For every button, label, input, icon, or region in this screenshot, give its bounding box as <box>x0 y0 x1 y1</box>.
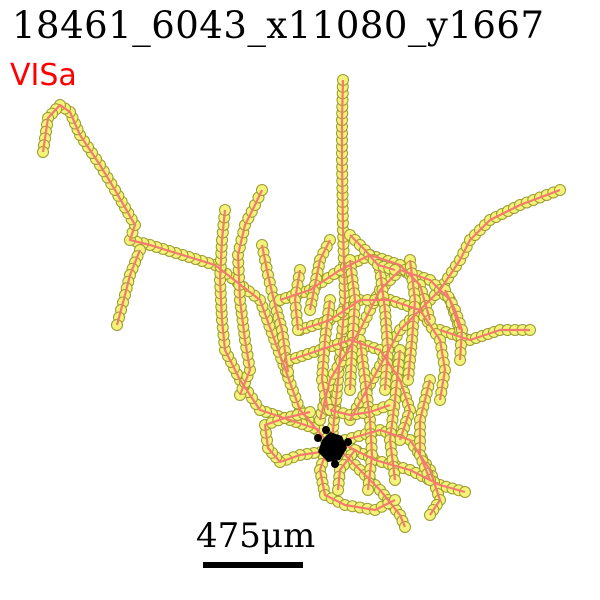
neurite-segment-overlay <box>388 349 402 481</box>
neurite-segment-overlay <box>348 259 357 391</box>
neurite-segment-overlay <box>336 449 356 491</box>
neurite-segment-overlay <box>339 449 407 528</box>
neurite-segment-overlay <box>378 269 390 391</box>
scale-bar <box>203 562 303 568</box>
neurite-segment-overlay <box>349 188 561 421</box>
neurite-segment-overlay <box>418 379 432 481</box>
neurite-nodes <box>37 74 566 533</box>
neurite-segment-overlay <box>329 403 391 417</box>
neurite-segment-overlay <box>289 338 412 441</box>
neurite-segment-overlay <box>293 269 302 331</box>
neurite-segment-overlay <box>236 189 263 396</box>
soma-lobe <box>322 426 330 434</box>
neurite-segment-overlay <box>444 289 464 361</box>
neurite-segment-overlay <box>260 244 290 373</box>
neurite-segment-overlay <box>318 439 396 512</box>
soma-body <box>318 432 347 462</box>
neurite-segment-overlay <box>320 299 332 411</box>
neurite-segment-overlay <box>330 79 347 441</box>
neurite-segment-overlay <box>218 209 321 432</box>
neurite-segment-overlay <box>115 249 142 326</box>
neurite-segment-overlay <box>318 268 462 421</box>
soma <box>314 426 352 468</box>
neurite-segment-overlay <box>344 444 466 494</box>
neurite-segment-overlay <box>358 339 374 491</box>
neurite-segment-overlay <box>308 239 331 311</box>
neurite-segment-overlay <box>41 103 331 446</box>
neurite-segment-overlay <box>406 259 417 381</box>
neurite-segment-overlay <box>439 328 530 342</box>
neurite-segment <box>41 103 332 446</box>
soma-lobe <box>344 438 352 446</box>
region-label: VISa <box>10 58 77 93</box>
scale-bar-label: 475μm <box>196 516 316 556</box>
neurite-segment-overlay <box>263 410 336 464</box>
figure-title: 18461_6043_x11080_y1667 <box>12 4 545 47</box>
soma-lobe <box>331 460 339 468</box>
neurite-segment-overlay <box>299 298 447 401</box>
soma-lobe <box>314 434 322 442</box>
neurite-segment-overlay <box>349 234 396 272</box>
